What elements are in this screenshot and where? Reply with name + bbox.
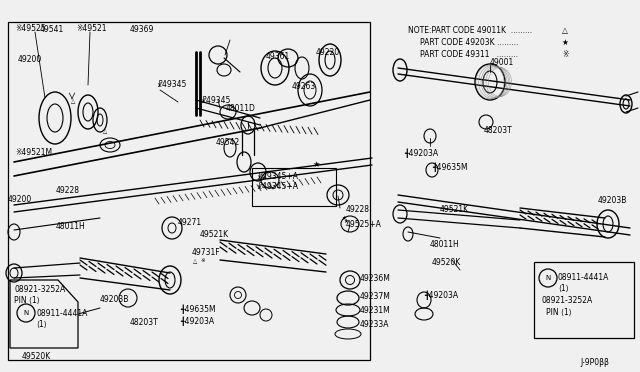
Text: PIN ⟨1⟩: PIN ⟨1⟩ (14, 296, 40, 305)
Bar (534, 262, 634, 338)
Text: ※: ※ (200, 258, 205, 263)
Text: 49200: 49200 (18, 55, 42, 64)
Text: 08911-4441A: 08911-4441A (558, 273, 609, 282)
Text: 48203T: 48203T (484, 126, 513, 135)
Text: ※49521M: ※49521M (15, 148, 52, 157)
Text: 49203B: 49203B (598, 196, 627, 205)
Text: △: △ (103, 128, 108, 133)
Text: 49228: 49228 (346, 205, 370, 214)
Text: N: N (24, 310, 29, 316)
Text: ※49525: ※49525 (15, 24, 45, 33)
Text: 49228: 49228 (56, 186, 80, 195)
Text: ★: ★ (342, 216, 347, 221)
Text: ╉49635M: ╉49635M (432, 162, 468, 171)
Text: 49271: 49271 (178, 218, 202, 227)
Bar (252, 168, 336, 206)
Text: 49231M: 49231M (360, 306, 391, 315)
Text: △: △ (71, 98, 76, 103)
Text: ☧49345: ☧49345 (200, 96, 230, 105)
Text: 49233A: 49233A (360, 320, 390, 329)
Text: 48011D: 48011D (226, 104, 256, 113)
Text: ★: ★ (562, 38, 569, 47)
Text: ╉49203A: ╉49203A (180, 316, 214, 326)
Text: PIN ⟨1⟩: PIN ⟨1⟩ (546, 308, 572, 317)
Text: 49520K: 49520K (22, 352, 51, 361)
Text: △: △ (562, 26, 568, 35)
Text: 48203T: 48203T (130, 318, 159, 327)
Text: 49541: 49541 (40, 25, 64, 34)
Text: △: △ (193, 258, 197, 263)
Text: ⟨1⟩: ⟨1⟩ (558, 284, 569, 293)
Text: 49521K: 49521K (200, 230, 229, 239)
Text: PART CODE 49311   .........: PART CODE 49311 ......... (420, 50, 518, 59)
Text: 49369: 49369 (130, 25, 154, 34)
Text: ╉49203A: ╉49203A (424, 290, 458, 299)
Text: 49001: 49001 (490, 58, 515, 67)
Text: ※49521: ※49521 (76, 24, 106, 33)
Text: ☧49345+A: ☧49345+A (256, 172, 298, 181)
Text: 49731F: 49731F (192, 248, 221, 257)
Text: 48011H: 48011H (430, 240, 460, 249)
Text: 49525+A: 49525+A (346, 220, 382, 229)
Text: 49361: 49361 (266, 52, 291, 61)
Text: 08911-4441A: 08911-4441A (36, 309, 88, 318)
Text: ★: ★ (312, 160, 319, 169)
Text: 49236M: 49236M (360, 274, 391, 283)
Text: 48011H: 48011H (56, 222, 86, 231)
Text: ※: ※ (562, 50, 568, 59)
Text: ★: ★ (344, 219, 349, 224)
Text: 08921-3252A: 08921-3252A (14, 285, 65, 294)
Text: 49203B: 49203B (100, 295, 129, 304)
Text: J-9P0ββ: J-9P0ββ (580, 358, 609, 367)
Text: 49521K: 49521K (440, 205, 469, 214)
Text: 49542: 49542 (216, 138, 240, 147)
Text: ☧49345+A: ☧49345+A (256, 182, 298, 191)
Text: 49263: 49263 (292, 82, 316, 91)
Text: 49200: 49200 (8, 195, 32, 204)
Text: ⟨1⟩: ⟨1⟩ (36, 320, 47, 329)
Text: 49237M: 49237M (360, 292, 391, 301)
Text: 49520K: 49520K (432, 258, 461, 267)
Text: ╉49203A: ╉49203A (404, 148, 438, 157)
Bar (8, 22, 370, 360)
Text: ╉49635M: ╉49635M (180, 305, 216, 314)
Text: PART CODE 49203K .........: PART CODE 49203K ......... (420, 38, 518, 47)
Text: 08921-3252A: 08921-3252A (542, 296, 593, 305)
Text: 49220: 49220 (316, 48, 340, 57)
Text: ☧49345: ☧49345 (156, 80, 186, 89)
Text: N: N (545, 275, 550, 281)
Text: NOTE:PART CODE 49011K  .........: NOTE:PART CODE 49011K ......... (408, 26, 532, 35)
